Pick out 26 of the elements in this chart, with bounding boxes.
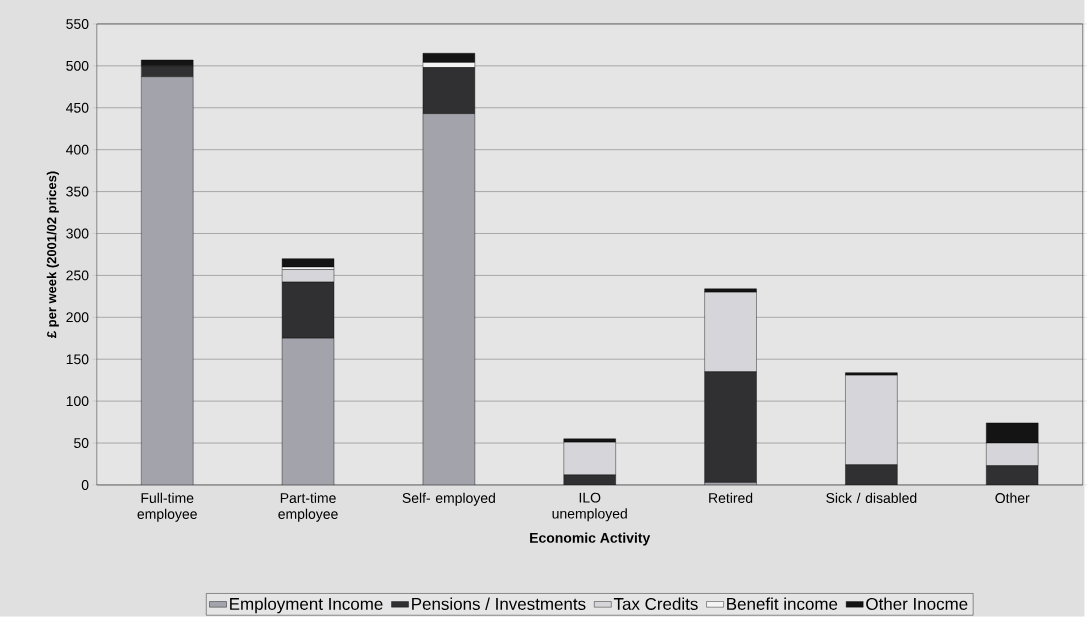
legend-label: Pensions / Investments xyxy=(412,597,586,611)
x-axis-title: Economic Activity xyxy=(530,532,651,546)
x-tick-label: Other xyxy=(995,492,1030,504)
y-tick-label: 350 xyxy=(66,186,89,197)
y-tick-label: 0 xyxy=(81,480,89,491)
x-tick-label: Part-time employee xyxy=(278,492,338,522)
y-tick-label: 550 xyxy=(66,19,89,30)
legend-label: Other Inocme xyxy=(866,597,968,611)
y-tick-label: 400 xyxy=(66,144,89,155)
legend-label: Employment Income xyxy=(230,597,383,614)
y-tick-label: 50 xyxy=(74,438,89,449)
y-axis-title: £ per week (2001/02 prices) xyxy=(46,171,59,339)
legend-label: Benefit income xyxy=(727,597,838,611)
y-tick-label: 150 xyxy=(66,354,89,365)
y-tick-label: 200 xyxy=(66,312,89,323)
x-tick-label: ILO unemployed xyxy=(552,492,627,522)
y-tick-label: 100 xyxy=(66,396,89,407)
x-tick-label: Sick / disabled xyxy=(826,492,917,504)
x-tick-label: Full-time employee xyxy=(137,492,197,522)
y-tick-label: 250 xyxy=(66,270,89,281)
y-tick-label: 450 xyxy=(66,102,89,113)
x-tick-label: Self- employed xyxy=(402,492,495,506)
x-tick-label: Retired xyxy=(709,492,753,504)
y-tick-label: 500 xyxy=(66,61,89,71)
legend-label: Tax Credits xyxy=(613,597,698,611)
y-tick-label: 300 xyxy=(66,228,89,239)
